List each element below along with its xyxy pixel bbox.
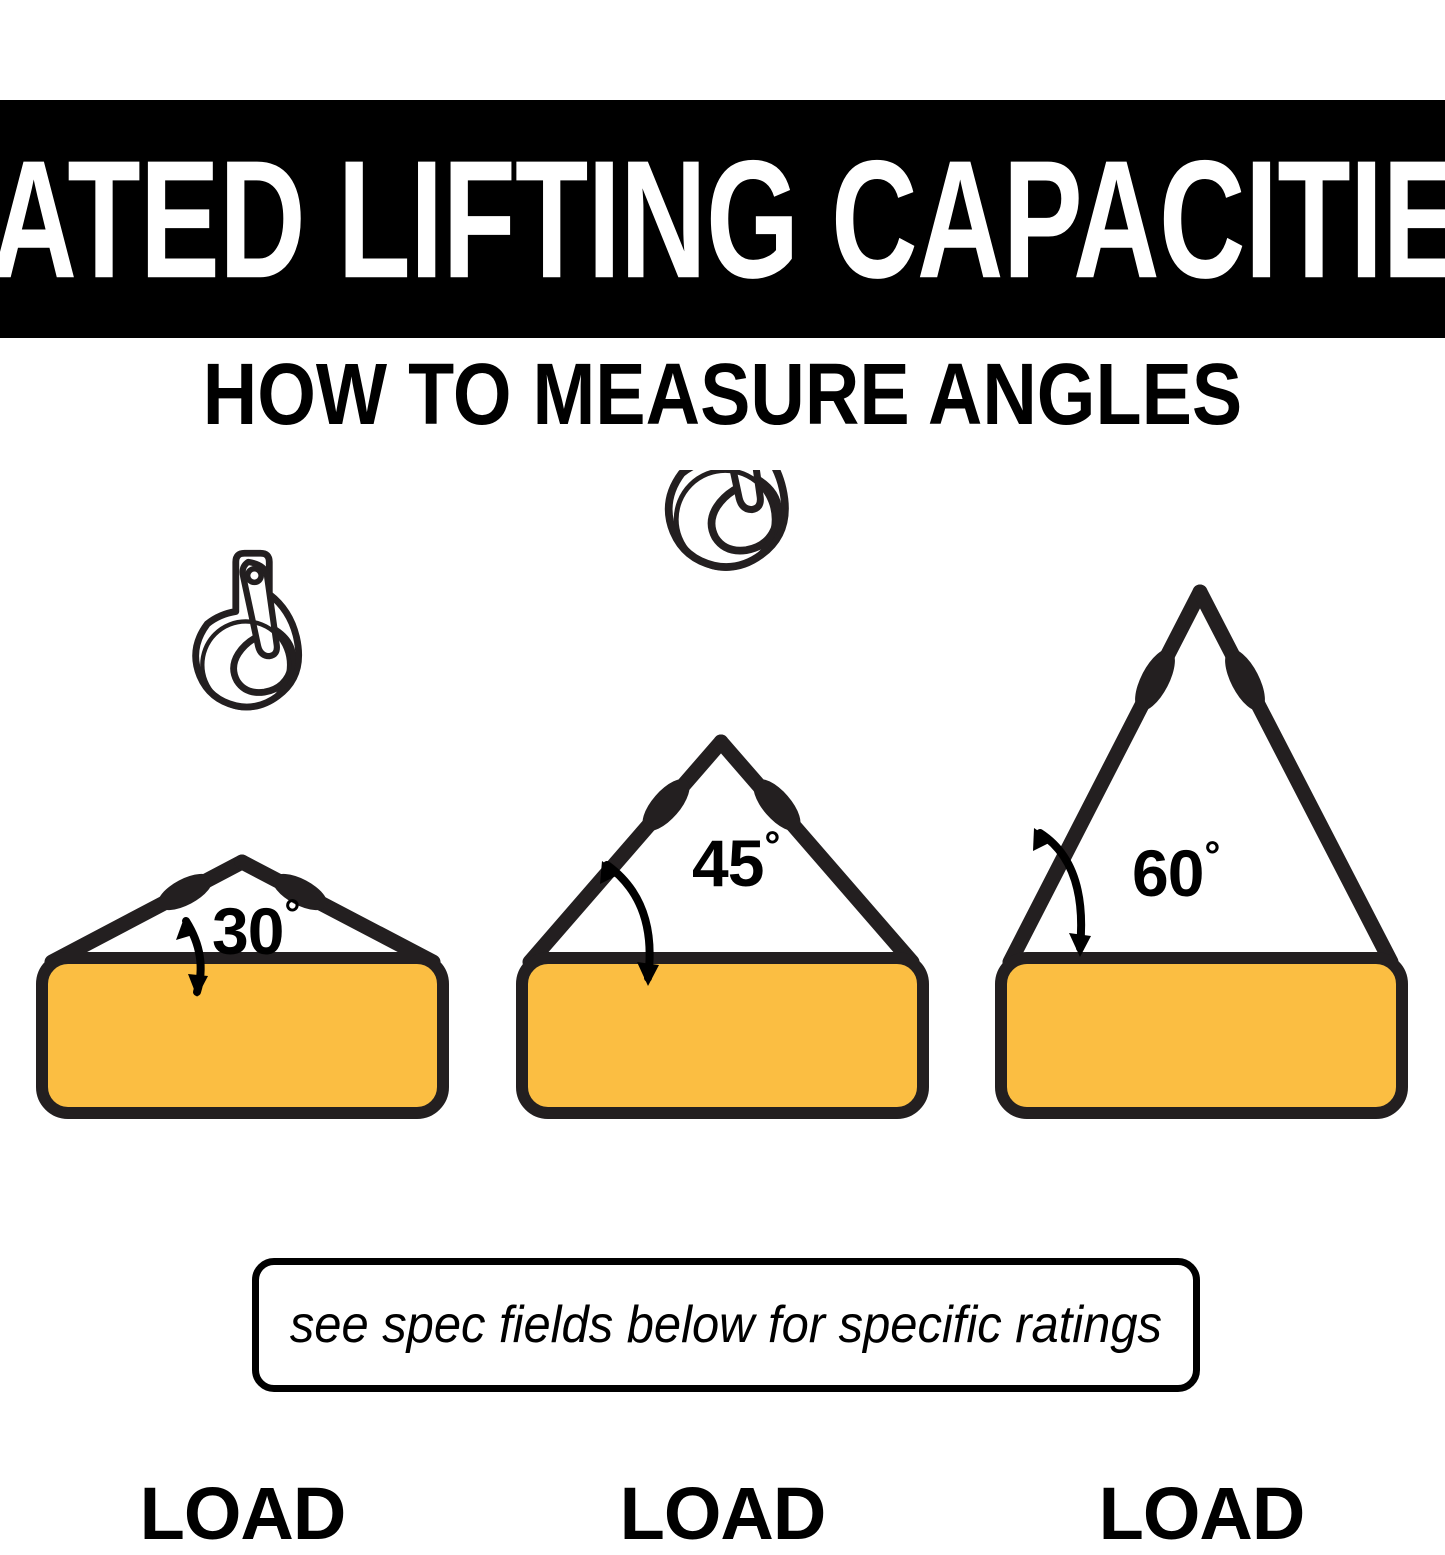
sling-diagram-30-graphic xyxy=(36,549,449,1119)
degree-symbol-30: ° xyxy=(284,892,300,936)
load-label-60: LOAD xyxy=(1098,1472,1306,1555)
sling-thimble-right xyxy=(272,873,328,911)
sling-diagram-60-graphic xyxy=(995,584,1408,1119)
sling-leg-right xyxy=(713,734,920,970)
sling-thimble-right xyxy=(753,779,801,831)
angle-label-60: 60° xyxy=(1132,836,1220,906)
degree-symbol-60: ° xyxy=(1204,834,1220,878)
angle-value-30: 30 xyxy=(212,894,284,968)
angle-arrowhead-bottom xyxy=(637,962,659,986)
load-box-45 xyxy=(516,952,929,1119)
angle-arrowhead-top xyxy=(1033,828,1053,851)
sling-thimble-right xyxy=(1225,649,1265,711)
page-subtitle: HOW TO MEASURE ANGLES xyxy=(202,346,1243,444)
angle-value-60: 60 xyxy=(1132,836,1204,910)
sling-thimble-left xyxy=(1135,649,1175,711)
footnote-text: see spec fields below for specific ratin… xyxy=(289,1296,1163,1354)
title-banner: RATED LIFTING CAPACITIES xyxy=(0,100,1445,338)
degree-symbol-45: ° xyxy=(764,824,780,868)
sling-leg-left xyxy=(522,734,729,970)
hook-pin-hole xyxy=(244,565,265,586)
angle-label-30: 30° xyxy=(212,894,300,964)
infographic-page: RATED LIFTING CAPACITIES HOW TO MEASURE … xyxy=(0,100,1445,1551)
angle-arrow-60 xyxy=(1033,828,1091,957)
angle-arrowhead-top xyxy=(600,861,620,884)
diagram-row: 30° LOAD xyxy=(0,470,1445,1551)
angle-arrowhead-bottom xyxy=(1069,933,1091,957)
sling-diagram-60: 60° LOAD xyxy=(960,470,1445,1551)
angle-value-45: 45 xyxy=(692,826,764,900)
angle-arrowhead-bottom xyxy=(188,974,208,997)
sling-legs-30 xyxy=(44,854,441,970)
hook-latch xyxy=(239,558,280,660)
sling-diagram-45-graphic xyxy=(516,470,929,1119)
load-box-30 xyxy=(36,952,449,1119)
sling-diagram-30: 30° LOAD xyxy=(0,470,480,1551)
sling-thimble-left xyxy=(157,873,213,911)
angle-label-45: 45° xyxy=(692,826,780,896)
hook-ring xyxy=(673,470,777,571)
angle-arrow-45 xyxy=(600,861,659,986)
sling-leg-right xyxy=(1192,584,1399,970)
sling-diagram-45: 45° LOAD xyxy=(480,470,960,1551)
load-label-30: LOAD xyxy=(139,1472,347,1555)
lifting-hook-icon xyxy=(664,470,789,571)
sling-legs-45 xyxy=(522,734,920,970)
load-box-60 xyxy=(995,952,1408,1119)
load-label-45: LOAD xyxy=(619,1472,827,1555)
hook-ring xyxy=(200,619,292,711)
angle-arrowhead-top xyxy=(176,918,196,940)
angle-arrow-30 xyxy=(176,917,208,997)
lifting-hook-icon xyxy=(192,549,303,711)
footnote-box: see spec fields below for specific ratin… xyxy=(252,1258,1200,1392)
sling-thimble-left xyxy=(642,779,690,831)
sling-legs-60 xyxy=(1002,584,1399,970)
page-title: RATED LIFTING CAPACITIES xyxy=(0,124,1445,314)
